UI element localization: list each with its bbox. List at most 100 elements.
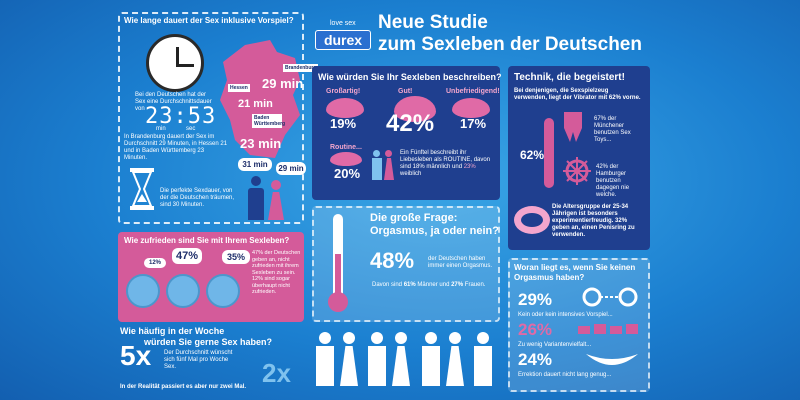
frequency-big: 5x bbox=[120, 340, 152, 371]
satisfied-bubble-3: 35% bbox=[222, 250, 250, 264]
female-icon bbox=[268, 180, 284, 220]
lips-unsat-icon bbox=[452, 98, 490, 118]
describe-title: Wie würden Sie Ihr Sexleben beschreiben? bbox=[318, 72, 502, 82]
person-icon-5 bbox=[422, 332, 440, 386]
duration-avg-text: Bei den Deutschen hat der Sex eine Durch… bbox=[135, 92, 212, 112]
describe-routine-text: Ein Fünftel beschreibt ihr Liebesleben a… bbox=[400, 150, 496, 178]
page-title-line2: zum Sexleben der Deutschen bbox=[378, 34, 642, 55]
people-row bbox=[306, 328, 506, 400]
frequency-text: Der Durchschnitt wünscht sich fünf Mal p… bbox=[164, 350, 233, 370]
frequency-actual: 2x bbox=[262, 358, 291, 388]
male-duration-bubble: 31 min bbox=[238, 158, 272, 171]
duration-regions-text: In Brandenburg dauert der Sex im Durchsc… bbox=[124, 134, 228, 161]
sad-face-icon-1 bbox=[126, 274, 160, 308]
person-icon-2 bbox=[340, 332, 358, 386]
duration-min-label: min bbox=[156, 126, 166, 132]
durex-logo: durex bbox=[315, 30, 371, 50]
question-men-pct: 61% bbox=[403, 282, 416, 288]
clock-icon bbox=[146, 34, 204, 92]
germany-map bbox=[220, 40, 300, 158]
map-label-bw: Baden Württemberg bbox=[252, 114, 286, 128]
duration-ideal-text: Die perfekte Sexdauer, von der die Deuts… bbox=[160, 188, 235, 208]
question-title-line2: Orgasmus, ja oder nein? bbox=[370, 225, 499, 237]
person-icon-1 bbox=[316, 332, 334, 386]
tech-munich: 67% der Münchener benutzen Sex Toys... bbox=[594, 116, 631, 143]
question-women-pct: 27% bbox=[451, 282, 464, 288]
frequency-reality: In der Realität passiert es aber nur zwe… bbox=[120, 384, 247, 390]
question-big-value: 48% bbox=[370, 248, 415, 273]
tech-intro: Bei denjenigen, die Sexspielzeug verwend… bbox=[514, 88, 641, 101]
frequency-title: Wie häufig in der Woche würden Sie gerne… bbox=[120, 326, 272, 348]
no-orgasm-value-3: 24% bbox=[518, 350, 553, 369]
tech-hamburg: 42% der Hamburger benutzen dagegen nie w… bbox=[596, 164, 630, 198]
describe-value-unsat: 17% bbox=[460, 116, 487, 131]
hourglass-icon bbox=[130, 168, 154, 210]
describe-label-good: Gut! bbox=[398, 88, 413, 95]
map-value-hessen: 21 min bbox=[238, 98, 273, 110]
sad-face-icon-2 bbox=[166, 274, 200, 308]
routine-text-highlight: 23% bbox=[463, 164, 476, 170]
describe-value-great: 19% bbox=[330, 116, 357, 131]
person-icon-3 bbox=[368, 332, 386, 386]
question-sub-b: Männer und bbox=[417, 282, 450, 288]
no-orgasm-title: Woran liegt es, wenn Sie keinen Orgasmus… bbox=[514, 263, 636, 282]
question-sub-c: Frauen. bbox=[464, 282, 486, 288]
question-title: Die große Frage: Orgasmus, ja oder nein? bbox=[370, 212, 499, 238]
describe-label-great: Großartig! bbox=[326, 88, 361, 95]
person-icon-4 bbox=[392, 332, 410, 386]
no-orgasm-value-1: 29% bbox=[518, 290, 553, 309]
ring-icon bbox=[514, 206, 550, 234]
satisfied-title: Wie zufrieden sind Sie mit Ihrem Sexlebe… bbox=[124, 236, 290, 245]
page-title: Neue Studie zum Sexleben der Deutschen bbox=[378, 12, 642, 56]
describe-panel bbox=[312, 66, 500, 200]
question-title-line1: Die große Frage: bbox=[370, 212, 458, 224]
lederhosen-icon bbox=[564, 112, 582, 142]
page-title-line1: Neue Studie bbox=[378, 12, 488, 33]
describe-label-unsat: Unbefriedigend! bbox=[446, 88, 500, 95]
person-icon-7 bbox=[474, 332, 492, 386]
satisfied-text: 47% der Deutschen geben an, nicht zufrie… bbox=[252, 250, 301, 295]
map-value-bw: 23 min bbox=[240, 136, 282, 151]
no-orgasm-text-1: Kein oder kein intensives Vorspiel... bbox=[518, 312, 613, 318]
sad-face-icon-3 bbox=[206, 274, 240, 308]
frequency-title-line2: würden Sie gerne Sex haben? bbox=[144, 337, 273, 347]
routine-text-main: Ein Fünftel beschreibt ihr Liebesleben a… bbox=[400, 150, 491, 170]
describe-value-routine: 20% bbox=[334, 166, 361, 181]
duration-panel bbox=[118, 12, 304, 224]
male-icon bbox=[248, 176, 264, 220]
map-label-brandenburg: Brandenburg bbox=[283, 64, 319, 72]
describe-value-good: 42% bbox=[386, 110, 435, 137]
durex-logo-text: durex bbox=[323, 32, 363, 48]
question-big-text: der Deutschen haben immer einen Orgasmus… bbox=[428, 256, 493, 269]
brand-tagline: love sex bbox=[330, 20, 356, 27]
tech-title: Technik, die begeistert! bbox=[514, 72, 625, 83]
handcuffs-icon bbox=[582, 287, 638, 307]
no-orgasm-text-3: Errektion dauert nicht lang genug... bbox=[518, 372, 612, 378]
routine-female-icon bbox=[384, 150, 394, 180]
tech-age: Die Altersgruppe der 25-34 Jährigen ist … bbox=[552, 204, 635, 238]
banana-icon bbox=[586, 354, 638, 365]
lips-great-icon bbox=[326, 98, 364, 118]
question-sub-text: Davon sind 61% Männer und 27% Frauen. bbox=[372, 282, 492, 289]
duration-title: Wie lange dauert der Sex inklusive Vorsp… bbox=[124, 16, 294, 25]
no-orgasm-value-2: 26% bbox=[518, 320, 553, 339]
thermometer-icon bbox=[328, 214, 348, 312]
duration-sec-label: sec bbox=[186, 126, 196, 132]
no-orgasm-text-2: Zu wenig Variantenvielfalt... bbox=[518, 342, 592, 348]
satisfied-bubble-1: 12% bbox=[144, 258, 166, 268]
describe-label-routine: Routine... bbox=[330, 144, 362, 151]
duration-time: 23:53 bbox=[145, 104, 217, 129]
tech-vibrator-pct: 62% bbox=[520, 148, 545, 162]
lips-good-icon bbox=[394, 96, 436, 122]
map-value-brandenburg: 29 min bbox=[262, 76, 304, 91]
question-sub-a: Davon sind bbox=[372, 282, 403, 288]
satisfied-bubble-2: 47% bbox=[172, 248, 202, 264]
female-duration-bubble: 29 min bbox=[276, 162, 306, 175]
routine-text-tail: weiblich bbox=[400, 171, 422, 177]
person-icon-6 bbox=[446, 332, 464, 386]
positions-icon bbox=[578, 324, 638, 334]
frequency-title-line1: Wie häufig in der Woche bbox=[120, 326, 225, 336]
routine-male-icon bbox=[372, 150, 382, 180]
lips-routine-icon bbox=[330, 152, 362, 166]
vibrator-icon bbox=[544, 118, 554, 188]
